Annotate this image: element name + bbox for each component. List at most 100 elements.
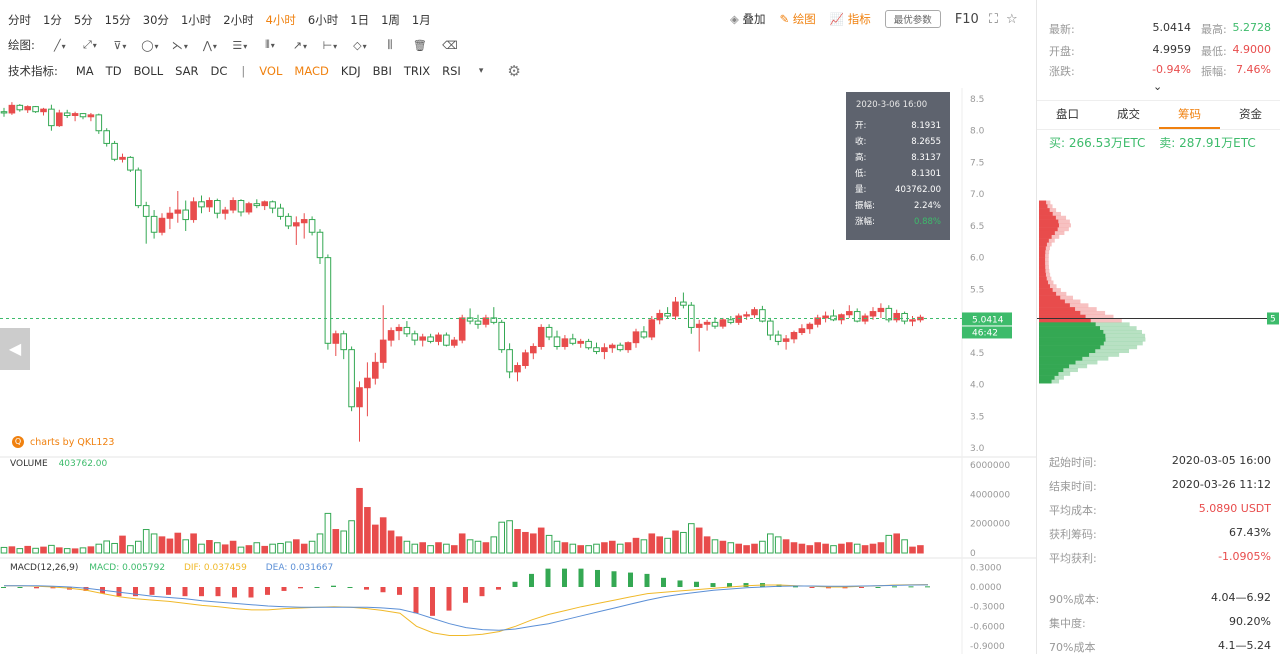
- indicator-kdj[interactable]: KDJ: [340, 64, 361, 78]
- tab-3[interactable]: 资金: [1239, 107, 1262, 121]
- erase-icon[interactable]: ⌫: [442, 38, 458, 52]
- indicator-button[interactable]: 📈 指标: [829, 12, 871, 26]
- period-10[interactable]: 1周: [381, 13, 400, 27]
- chip-bar: [1039, 272, 1046, 277]
- amp-value: 7.46%: [1236, 63, 1271, 76]
- chart-area[interactable]: 8.58.07.57.06.56.05.55.04.54.03.53.05.04…: [0, 0, 1036, 654]
- period-4[interactable]: 30分: [142, 13, 169, 27]
- macd-bar: [793, 586, 798, 588]
- macd-bar: [133, 587, 138, 597]
- current-price-tag: [962, 312, 1012, 326]
- volume-bar: [269, 543, 276, 554]
- period-6[interactable]: 2小时: [223, 13, 254, 27]
- chip-bar: [1039, 368, 1064, 373]
- volume-bar: [308, 540, 316, 554]
- high-label: 最高:: [1201, 23, 1227, 36]
- indicator-rsi[interactable]: RSI: [442, 64, 461, 78]
- high-value: 5.2728: [1232, 21, 1272, 34]
- period-7[interactable]: 4小时: [265, 13, 296, 27]
- line-tool-icon[interactable]: ╱▾: [54, 38, 66, 52]
- candle-body: [103, 130, 111, 144]
- range-tool-icon[interactable]: ⊢▾: [322, 38, 338, 52]
- period-3[interactable]: 15分: [104, 13, 131, 27]
- fullscreen-icon[interactable]: ⛶: [988, 11, 998, 27]
- candle-body: [711, 321, 719, 327]
- star-icon[interactable]: ☆: [1005, 11, 1018, 27]
- chip-bar: [1039, 318, 1091, 323]
- macd-bar: [776, 584, 782, 587]
- chip-bar: [1039, 364, 1070, 369]
- candle-body: [869, 311, 877, 317]
- indicator-bbi[interactable]: BBI: [372, 64, 392, 78]
- indicator-td[interactable]: TD: [105, 64, 122, 78]
- period-5[interactable]: 1小时: [180, 13, 212, 27]
- indicator-ma[interactable]: MA: [75, 64, 94, 78]
- period-1[interactable]: 1分: [43, 13, 62, 27]
- candle-body: [435, 334, 442, 342]
- period-bar: 分时 1分 5分 15分 30分 1小时 2小时 4小时 6小时 1日 1周 1月: [8, 9, 443, 31]
- period-2[interactable]: 5分: [73, 13, 93, 27]
- arrow-tool-icon[interactable]: ↗▾: [292, 38, 307, 52]
- tab-0[interactable]: 盘口: [1056, 107, 1079, 121]
- indicator-vol[interactable]: VOL: [259, 64, 283, 78]
- candle-body: [24, 106, 31, 111]
- channel-tool-icon[interactable]: ⊽▾: [113, 38, 127, 52]
- chip-price-text: 5: [1270, 314, 1276, 324]
- tooltip-row: 量: 403762.00: [846, 182, 950, 198]
- tab-1[interactable]: 成交: [1117, 107, 1140, 121]
- draw-button[interactable]: ✎ 绘图: [779, 12, 816, 26]
- candle-body: [229, 200, 237, 211]
- circle-tool-icon[interactable]: ◯▾: [141, 38, 159, 52]
- price-tick: 8.0: [970, 127, 985, 137]
- volume-bar: [16, 548, 24, 554]
- volume-bar: [569, 543, 577, 554]
- volume-bar: [909, 546, 916, 554]
- macd-bar: [875, 587, 881, 588]
- period-8[interactable]: 6小时: [307, 13, 339, 27]
- fib-tool-icon[interactable]: ⋋▾: [171, 38, 188, 52]
- candle-body: [632, 331, 640, 344]
- draw-toolbar: 绘图: ╱▾ ⤢▾ ⊽▾ ◯▾ ⋋▾ ⋀▾ ☰▾ ⦀▾ ↗▾ ⊢▾ ◇▾ ⫼ 🗑…: [8, 35, 469, 55]
- optimal-params-button[interactable]: 最优参数: [884, 10, 941, 28]
- period-9[interactable]: 1日: [350, 13, 370, 27]
- overlay-button[interactable]: ◈ 叠加: [730, 12, 766, 26]
- indicator-macd[interactable]: MACD: [294, 64, 329, 78]
- collapse-chevron-icon[interactable]: ⌄: [1153, 80, 1163, 93]
- vline-tool-icon[interactable]: ⦀▾: [264, 38, 275, 51]
- open-label: 开盘:: [1049, 45, 1075, 58]
- buy-sell-summary: 买: 266.53万ETC 卖: 287.91万ETC: [1049, 134, 1256, 151]
- volume-bar: [585, 545, 592, 554]
- tooltip-label: 开:: [855, 121, 867, 131]
- bars-tool-icon[interactable]: ⫼: [387, 38, 393, 51]
- pattern-tool-icon[interactable]: ⋀▾: [202, 38, 217, 52]
- settings-icon[interactable]: ⚙: [507, 62, 521, 80]
- candle-body: [277, 207, 284, 217]
- indicator-boll[interactable]: BOLL: [133, 64, 164, 78]
- f10-button[interactable]: F10: [954, 11, 979, 27]
- label-tool-icon[interactable]: ◇▾: [353, 38, 367, 52]
- candle-body: [316, 231, 324, 259]
- prev-arrow-button[interactable]: ◀: [0, 328, 30, 370]
- period-0[interactable]: 分时: [8, 13, 31, 27]
- candle-body: [885, 307, 893, 321]
- candle-body: [537, 326, 545, 347]
- hline-tool-icon[interactable]: ☰▾: [232, 38, 248, 52]
- period-11[interactable]: 1月: [411, 13, 431, 27]
- volume-bar: [672, 530, 679, 554]
- indicator-dc[interactable]: DC: [210, 64, 228, 78]
- volume-bar: [798, 543, 806, 554]
- candle-body: [158, 217, 166, 233]
- more-indicators-icon[interactable]: ▾: [478, 66, 484, 76]
- trash-icon[interactable]: 🗑: [412, 38, 427, 52]
- ray-tool-icon[interactable]: ⤢▾: [82, 38, 97, 51]
- macd-bar: [446, 587, 452, 611]
- macd-bar: [661, 577, 666, 587]
- macd-bar: [710, 583, 716, 587]
- indicator-trix[interactable]: TRIX: [403, 64, 431, 78]
- tab-2[interactable]: 筹码: [1159, 101, 1220, 129]
- candle-body: [245, 203, 253, 213]
- macd-bar: [34, 587, 39, 589]
- indicator-sar[interactable]: SAR: [175, 64, 199, 78]
- volume-bar: [759, 540, 766, 554]
- volume-bar: [332, 529, 340, 554]
